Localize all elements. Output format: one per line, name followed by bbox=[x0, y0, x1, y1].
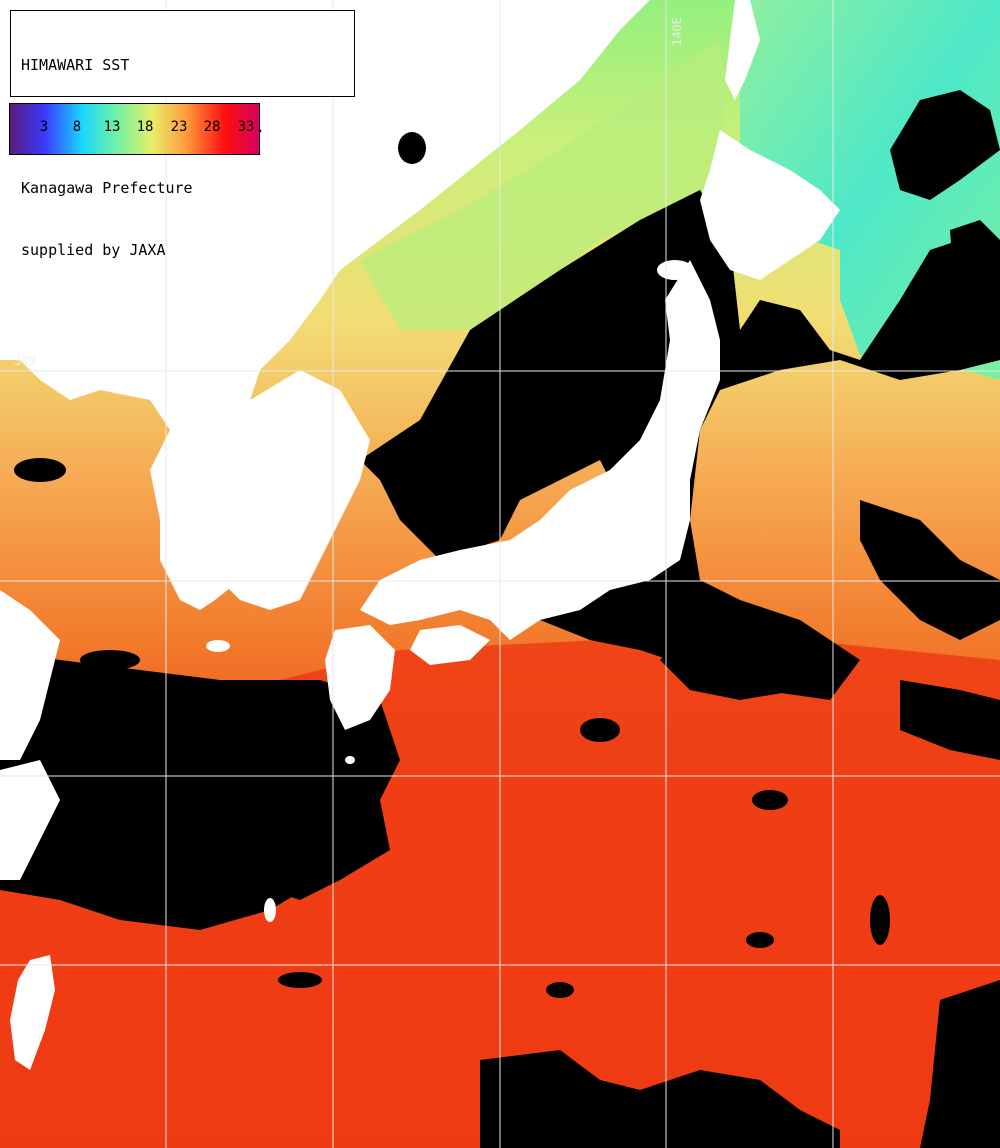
cool-sea-japan bbox=[360, 40, 730, 330]
legend-label-13: 13 bbox=[103, 119, 121, 135]
taiwan bbox=[10, 955, 55, 1070]
longitude-label-140e: 140E bbox=[670, 17, 684, 46]
legend-label-23: 23 bbox=[170, 119, 188, 135]
product-title: HIMAWARI SST bbox=[21, 56, 130, 74]
shikoku bbox=[410, 625, 490, 665]
china-south bbox=[0, 760, 60, 880]
sado-island bbox=[657, 260, 693, 280]
legend-label-18: 18 bbox=[136, 119, 154, 135]
supplier: supplied by JAXA bbox=[21, 240, 166, 259]
jeju-island bbox=[206, 640, 230, 652]
legend-label-8: 8 bbox=[72, 119, 82, 135]
kyushu bbox=[325, 625, 395, 730]
info-box: HIMAWARI SST 2025/09/30 18(UTC) 3H Comp.… bbox=[10, 10, 355, 259]
region-name: Kanagawa Prefecture bbox=[21, 179, 193, 197]
hokkaido bbox=[700, 130, 840, 280]
legend-label-28: 28 bbox=[203, 119, 221, 135]
honshu bbox=[360, 260, 720, 640]
cloud-cover bbox=[0, 90, 1000, 1148]
legend-label-3: 3 bbox=[39, 119, 49, 135]
sakhalin bbox=[725, 0, 760, 100]
legend-label-33: 33 bbox=[237, 119, 255, 135]
legend-labels: 3 8 13 18 23 28 33 bbox=[10, 104, 259, 154]
color-legend: 3 8 13 18 23 28 33 bbox=[9, 103, 260, 155]
cloud-patch bbox=[398, 132, 426, 164]
china-coast bbox=[0, 590, 60, 760]
latitude-label-30n: 30N bbox=[14, 354, 36, 368]
legend-gradient-bar bbox=[10, 104, 259, 154]
